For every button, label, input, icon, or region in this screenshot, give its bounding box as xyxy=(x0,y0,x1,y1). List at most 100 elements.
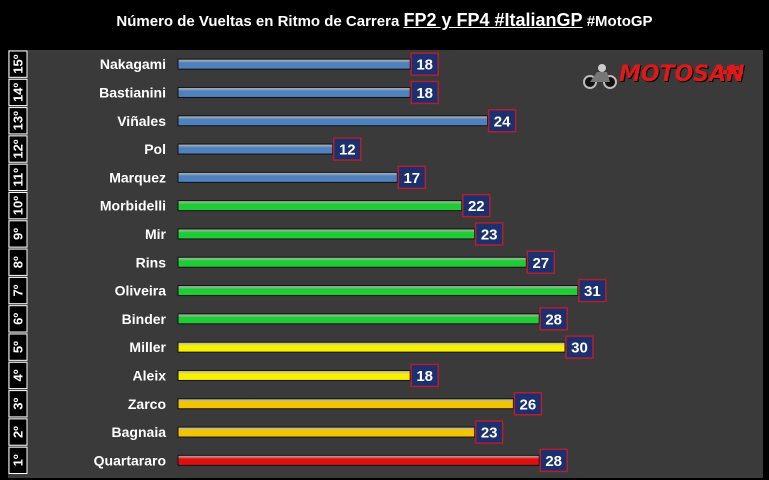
bar xyxy=(177,171,398,183)
data-label: 24 xyxy=(494,113,511,130)
value-box xyxy=(526,250,556,274)
position-box xyxy=(8,276,28,305)
position-label: 8º xyxy=(11,256,26,268)
value-box xyxy=(410,80,439,105)
chart-title: Número de Vueltas en Ritmo de Carrera FP… xyxy=(0,10,769,31)
title-emphasis: FP2 y FP4 #ItalianGP xyxy=(403,10,583,30)
data-label: 27 xyxy=(532,255,549,272)
value-box xyxy=(410,52,439,76)
rider-name: Morbidelli xyxy=(100,198,166,214)
bar xyxy=(177,398,514,410)
rider-name: Nakagami xyxy=(100,56,166,72)
position-box xyxy=(8,248,28,276)
rider-name: Bastianini xyxy=(99,84,166,100)
position-box xyxy=(8,361,28,390)
rider-name: Marquez xyxy=(109,169,166,185)
rider-name: Mir xyxy=(145,226,167,242)
plot-area: 15º Nakagami 18 14º Bastianini 18 13º Viñales 24… xyxy=(8,50,763,478)
data-label: 23 xyxy=(481,226,498,243)
bar xyxy=(177,115,489,127)
value-box xyxy=(513,392,543,416)
position-label: 13º xyxy=(11,111,26,130)
value-box xyxy=(539,307,568,331)
bar xyxy=(177,200,463,212)
bar xyxy=(177,454,540,466)
logo-text: MOTOSAN xyxy=(619,62,745,87)
rider-name: Bagnaia xyxy=(112,424,167,440)
data-label: 31 xyxy=(584,283,601,300)
position-label: 4º xyxy=(11,369,26,381)
position-label: 6º xyxy=(11,313,26,325)
data-label: 22 xyxy=(468,198,485,215)
position-box xyxy=(8,107,28,135)
data-label: 28 xyxy=(545,453,562,470)
data-label: 18 xyxy=(416,368,433,385)
position-box xyxy=(8,333,28,361)
position-box xyxy=(8,78,28,107)
title-prefix: Número de Vueltas en Ritmo de Carrera xyxy=(116,13,400,30)
bar xyxy=(177,313,540,325)
value-box xyxy=(410,363,439,388)
bar xyxy=(177,285,579,297)
bar xyxy=(177,58,411,70)
data-label: 26 xyxy=(520,396,537,413)
bar xyxy=(177,86,411,98)
data-label: 28 xyxy=(545,311,562,328)
position-label: 1º xyxy=(11,454,26,466)
bar xyxy=(177,426,476,438)
position-label: 5º xyxy=(11,341,26,353)
data-label: 18 xyxy=(416,57,433,74)
position-label: 14º xyxy=(11,83,26,102)
position-label: 15º xyxy=(11,54,26,73)
data-label: 30 xyxy=(571,340,588,357)
position-box xyxy=(8,446,28,475)
motorcycle-icon xyxy=(583,64,617,89)
data-label: 12 xyxy=(339,142,356,159)
bar xyxy=(177,256,527,268)
position-box xyxy=(8,220,28,248)
bar-chart: 15º Nakagami 18 14º Bastianini 18 13º Viñales 24… xyxy=(8,50,607,475)
rider-name: Pol xyxy=(144,141,166,157)
rider-name: Aleix xyxy=(133,367,167,383)
position-label: 10º xyxy=(11,196,26,215)
value-box xyxy=(397,165,427,190)
value-box xyxy=(539,448,568,473)
data-label: 18 xyxy=(416,85,433,102)
value-box xyxy=(565,335,594,359)
position-box xyxy=(8,418,28,446)
title-suffix: #MotoGP xyxy=(586,13,653,30)
data-label: 17 xyxy=(403,170,420,187)
value-box xyxy=(474,222,504,246)
value-box xyxy=(333,137,362,161)
rider-name: Zarco xyxy=(128,396,166,412)
checkered-flag-icon xyxy=(719,66,743,78)
rider-name: Oliveira xyxy=(115,283,167,299)
position-label: 7º xyxy=(11,284,26,296)
bar xyxy=(177,341,566,353)
bar xyxy=(177,228,476,240)
motosan-logo: MOTOSAN xyxy=(583,60,753,94)
rider-name: Miller xyxy=(129,339,166,355)
position-label: 12º xyxy=(11,139,26,158)
position-label: 9º xyxy=(11,228,26,240)
value-box xyxy=(474,420,504,444)
rider-name: Rins xyxy=(136,254,167,270)
value-box xyxy=(487,109,517,133)
position-box xyxy=(8,50,28,78)
position-box xyxy=(8,192,28,220)
bar xyxy=(177,369,411,381)
position-box xyxy=(8,390,28,418)
value-box xyxy=(578,278,607,303)
position-label: 11º xyxy=(11,168,26,187)
bar xyxy=(177,143,334,155)
position-label: 3º xyxy=(11,398,26,410)
value-box xyxy=(462,193,491,218)
position-box xyxy=(8,135,28,163)
rider-name: Viñales xyxy=(117,113,166,129)
rider-name: Binder xyxy=(122,311,167,327)
rider-name: Quartararo xyxy=(94,452,166,468)
data-label: 23 xyxy=(481,425,498,442)
position-box xyxy=(8,163,28,191)
position-box xyxy=(8,305,28,333)
